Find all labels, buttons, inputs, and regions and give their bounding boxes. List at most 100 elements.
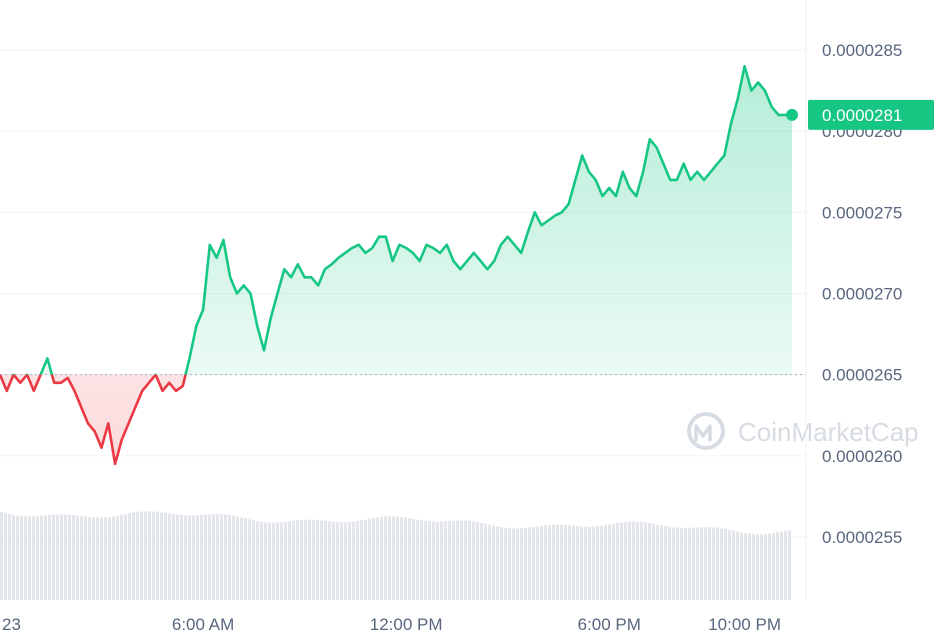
volume-bar: [444, 521, 447, 600]
volume-bar: [360, 520, 363, 600]
volume-bar: [316, 520, 319, 600]
volume-bar: [228, 514, 231, 600]
volume-bar: [288, 521, 291, 600]
volume-bar: [208, 514, 211, 600]
volume-bar: [216, 514, 219, 600]
volume-bar: [732, 530, 735, 600]
volume-bar: [60, 514, 63, 600]
volume-bar: [184, 515, 187, 600]
volume-bar: [540, 525, 543, 600]
volume-bar: [264, 522, 267, 600]
volume-bar: [348, 521, 351, 600]
volume-bar: [160, 512, 163, 600]
volume-bar: [784, 530, 787, 600]
volume-bar: [776, 532, 779, 600]
y-tick-label: 0.0000270: [822, 285, 902, 304]
x-tick-label: 6:00 PM: [578, 615, 641, 634]
volume-bar: [92, 517, 95, 600]
volume-bar: [284, 521, 287, 600]
volume-bar: [616, 523, 619, 600]
volume-bar: [744, 533, 747, 600]
volume-bar: [336, 521, 339, 600]
volume-bar: [252, 520, 255, 600]
volume-bar: [524, 527, 527, 600]
volume-bar: [532, 526, 535, 600]
volume-bar: [272, 522, 275, 600]
volume-bar: [236, 516, 239, 600]
volume-bar: [260, 521, 263, 600]
volume-bar: [664, 526, 667, 600]
volume-bar: [268, 522, 271, 600]
volume-bar: [592, 526, 595, 600]
volume-bar: [636, 521, 639, 600]
volume-bar: [36, 516, 39, 600]
volume-bar: [516, 528, 519, 600]
volume-bar: [100, 517, 103, 600]
volume-bar: [552, 524, 555, 600]
volume-bar: [588, 526, 591, 600]
volume-bar: [772, 532, 775, 600]
volume-bar: [452, 520, 455, 600]
volume-bar: [212, 514, 215, 600]
last-price-dot: [786, 108, 798, 121]
volume-bar: [280, 522, 283, 600]
volume-bar: [200, 514, 203, 600]
volume-bar: [624, 521, 627, 600]
volume-bar: [652, 523, 655, 600]
volume-bar: [328, 521, 331, 600]
x-tick-label: 12:00 PM: [370, 615, 443, 634]
price-area: [0, 66, 792, 464]
volume-bar: [468, 520, 471, 600]
price-line-up: [0, 64, 792, 375]
x-tick-label: 10:00 PM: [708, 615, 781, 634]
volume-bar: [8, 513, 11, 600]
volume-bar: [220, 514, 223, 600]
volume-bar: [728, 529, 731, 600]
volume-bar: [428, 521, 431, 600]
coinmarketcap-watermark: CoinMarketCap: [687, 412, 919, 450]
volume-bar: [240, 517, 243, 600]
volume-bar: [472, 521, 475, 600]
volume-bar: [32, 516, 35, 600]
volume-bar: [628, 521, 631, 600]
area-above-baseline: [40, 66, 792, 375]
volume-bar: [568, 525, 571, 600]
volume-bar: [600, 525, 603, 600]
volume-bar: [488, 524, 491, 600]
volume-bar: [720, 528, 723, 600]
volume-bar: [520, 528, 523, 600]
volume-bar: [632, 521, 635, 600]
price-tag-background: [808, 99, 934, 130]
volume-bar: [156, 511, 159, 600]
y-tick-label: 0.0000265: [822, 366, 902, 385]
volume-bar: [692, 527, 695, 600]
area-below-baseline: [0, 374, 792, 464]
volume-bar: [188, 515, 191, 600]
volume-bar: [640, 521, 643, 600]
y-tick-label: 0.0000285: [822, 41, 902, 60]
volume-bar: [580, 526, 583, 600]
volume-bar: [384, 516, 387, 600]
volume-bar: [116, 515, 119, 600]
volume-bar: [244, 518, 247, 600]
volume-bar: [460, 520, 463, 600]
volume-bar: [388, 516, 391, 600]
volume-bar: [756, 534, 759, 600]
volume-bar: [768, 533, 771, 600]
volume-bar: [412, 518, 415, 600]
volume-bar: [340, 522, 343, 600]
volume-bar: [320, 520, 323, 600]
y-tick-label: 0.0000260: [822, 447, 902, 466]
volume-bar: [192, 515, 195, 600]
volume-bar: [740, 532, 743, 600]
x-tick-label: 23: [2, 615, 21, 634]
volume-bar: [124, 513, 127, 600]
volume-bar: [4, 513, 7, 600]
x-axis-ticks: 23 6:00 AM 12:00 PM 6:00 PM 10:00 PM: [2, 615, 781, 634]
volume-bar: [548, 524, 551, 600]
volume-bar: [172, 514, 175, 600]
price-line: [0, 64, 792, 466]
watermark-text: CoinMarketCap: [738, 417, 919, 447]
volume-bar: [564, 525, 567, 600]
volume-bar: [764, 533, 767, 600]
